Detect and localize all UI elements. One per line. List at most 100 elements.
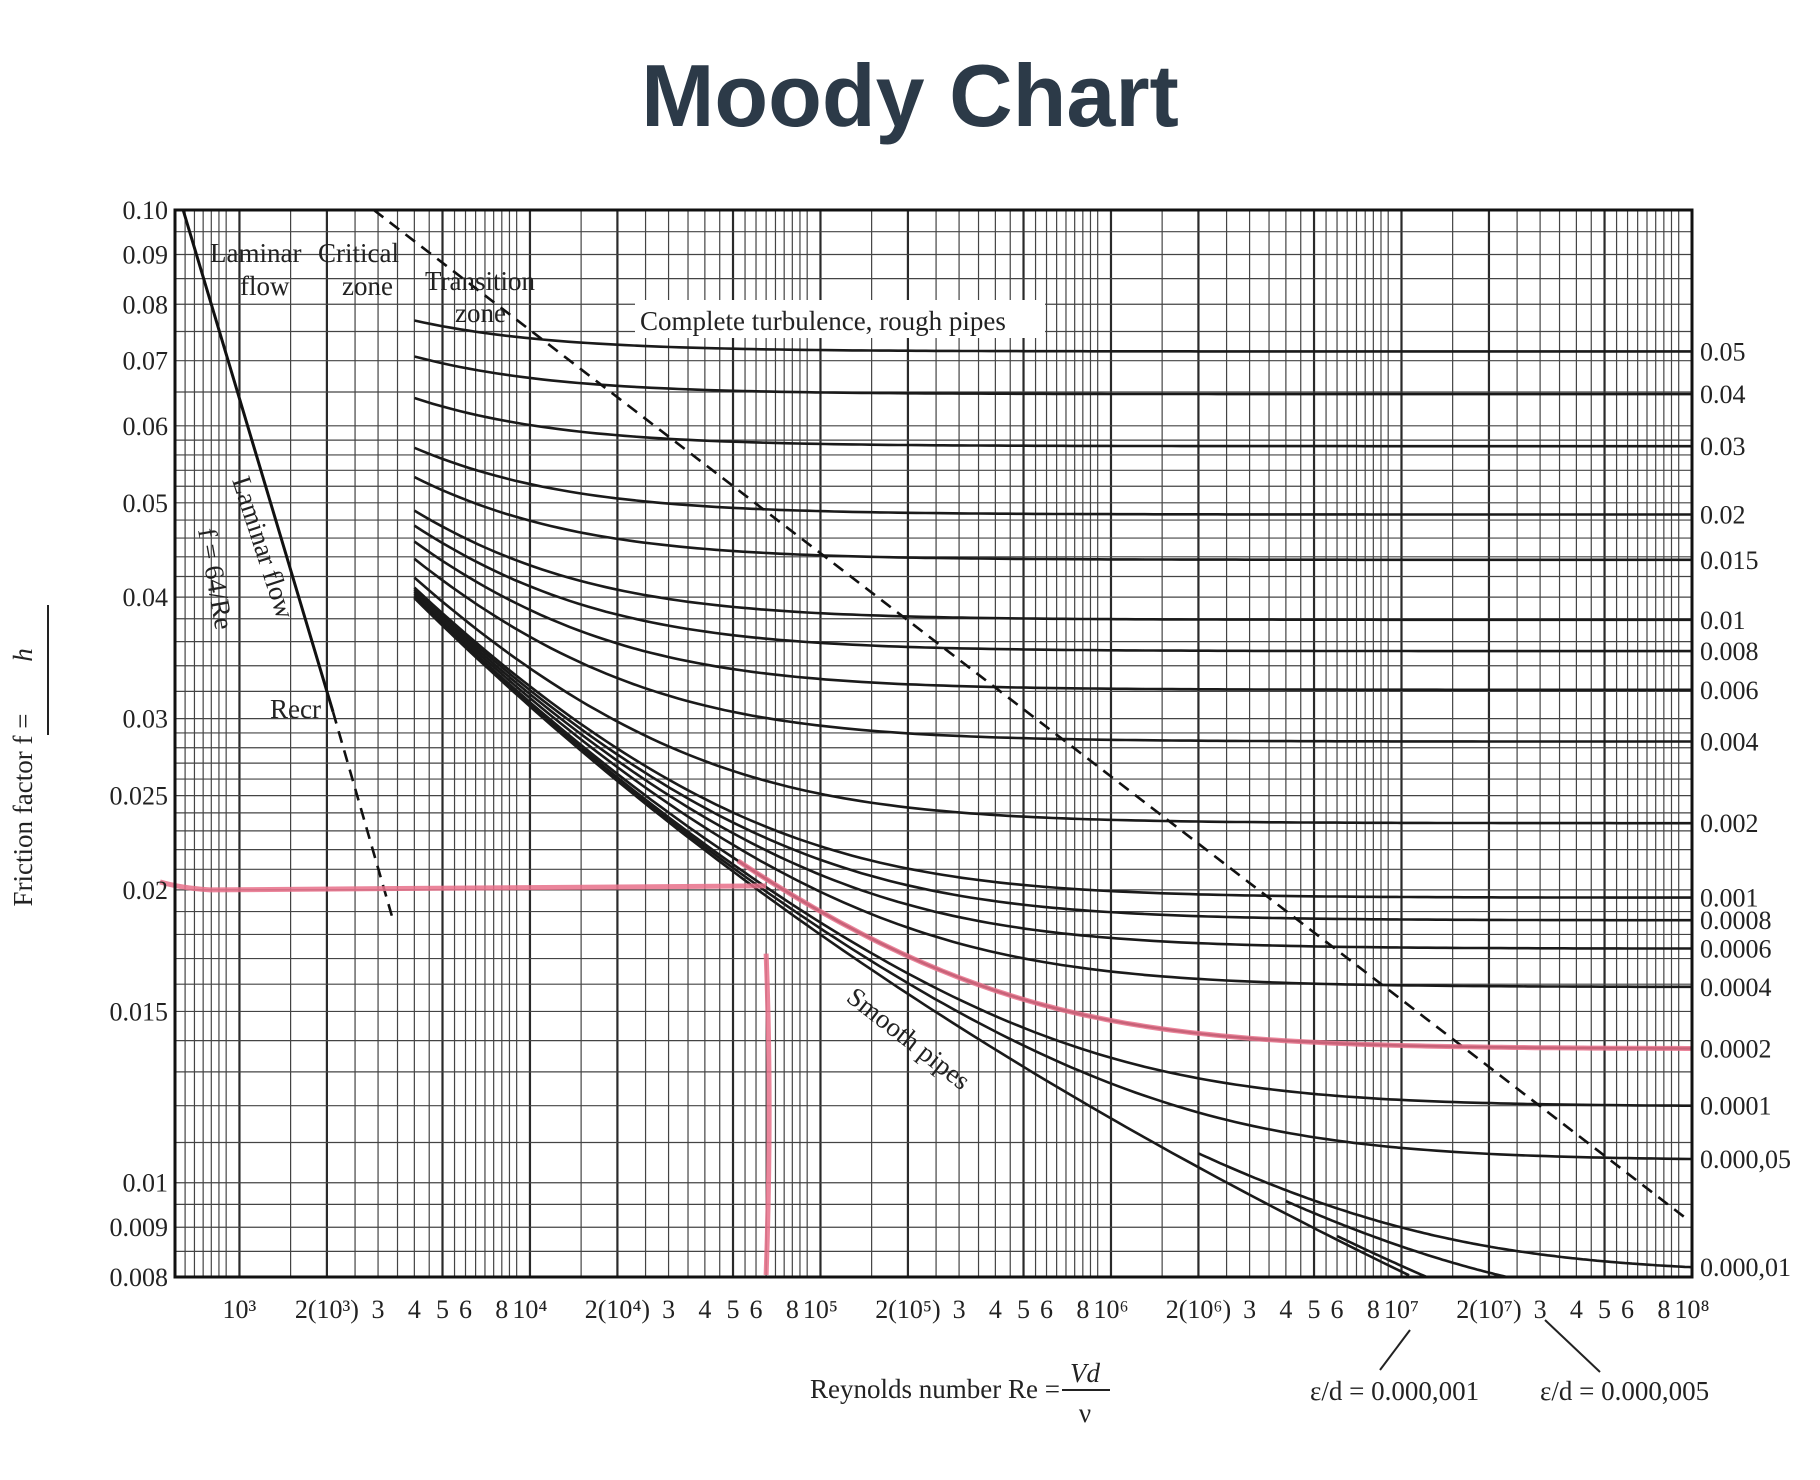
eps-001-label: ε/d = 0.000,001 xyxy=(1310,1376,1479,1406)
x-tick-label: 10⁵ xyxy=(803,1295,838,1324)
roughness-label: 0.001 xyxy=(1700,884,1759,913)
x-tick-label: 10³ xyxy=(223,1295,257,1324)
critical-zone-label: zone xyxy=(342,271,393,301)
recr-label: Recr xyxy=(270,694,321,724)
roughness-curve xyxy=(414,355,1692,396)
x-tick-label: 10⁸ xyxy=(1674,1295,1709,1324)
y-tick-label: 0.025 xyxy=(110,782,169,811)
roughness-label: 0.01 xyxy=(1700,606,1746,635)
y-tick-label: 0.03 xyxy=(123,705,169,734)
y-tick-label: 0.02 xyxy=(123,876,169,905)
roughness-label: 0.0004 xyxy=(1700,973,1772,1002)
x-tick-label: 2(10⁷) xyxy=(1456,1295,1521,1324)
roughness-curve xyxy=(1336,1234,1427,1278)
roughness-label: 0.0008 xyxy=(1700,906,1772,935)
roughness-curve xyxy=(413,524,1692,653)
x-tick-label: 5 xyxy=(1017,1295,1030,1324)
y-tick-label: 0.04 xyxy=(123,583,169,612)
x-tick-label: 2(10⁵) xyxy=(875,1295,940,1324)
y-tick-label: 0.08 xyxy=(123,290,169,319)
roughness-label: 0.015 xyxy=(1700,546,1759,575)
x-tick-label: 5 xyxy=(1598,1295,1611,1324)
x-tick-label: 5 xyxy=(1308,1295,1321,1324)
roughness-curve xyxy=(1285,1199,1507,1279)
x-tick-label: 6 xyxy=(1331,1295,1344,1324)
x-tick-label: 8 xyxy=(1367,1295,1380,1324)
x-tick-label: 4 xyxy=(1570,1295,1583,1324)
roughness-label: 0.0006 xyxy=(1700,935,1772,964)
laminar-line xyxy=(181,209,335,713)
x-tick-label: 3 xyxy=(1534,1295,1547,1324)
roughness-label: 0.000,05 xyxy=(1700,1145,1791,1174)
roughness-label: 0.000,01 xyxy=(1700,1253,1791,1282)
page-title: Moody Chart xyxy=(641,46,1179,145)
x-tick-label: 6 xyxy=(750,1295,763,1324)
roughness-curve xyxy=(413,592,1692,989)
x-tick-label: 6 xyxy=(459,1295,472,1324)
plot-area xyxy=(175,210,1692,1277)
x-tick-label: 3 xyxy=(662,1295,675,1324)
x-tick-label: 10⁷ xyxy=(1384,1295,1419,1324)
x-tick-label: 6 xyxy=(1040,1295,1053,1324)
roughness-curve xyxy=(414,396,1692,448)
x-axis-label-num: Vd xyxy=(1070,1358,1100,1388)
x-tick-label: 2(10³) xyxy=(295,1295,359,1324)
laminar-flow-label: Laminar xyxy=(210,238,301,268)
x-tick-label: 10⁶ xyxy=(1093,1295,1128,1324)
roughness-curve xyxy=(413,596,1693,1161)
x-tick-label: 2(10⁴) xyxy=(585,1295,650,1324)
roughness-label: 0.02 xyxy=(1700,500,1746,529)
roughness-label: 0.006 xyxy=(1700,676,1759,705)
x-tick-label: 6 xyxy=(1621,1295,1634,1324)
roughness-curve xyxy=(1197,1152,1693,1269)
y-axis-label-num: h xyxy=(8,648,38,662)
x-tick-label: 3 xyxy=(372,1295,385,1324)
roughness-curve xyxy=(413,596,1692,1107)
transition-zone-label: zone xyxy=(455,298,506,328)
x-tick-label: 4 xyxy=(408,1295,421,1324)
roughness-curve xyxy=(413,576,1692,825)
roughness-curve xyxy=(413,540,1692,692)
red-highlight-vertical xyxy=(763,953,772,1276)
roughness-curve xyxy=(413,588,1692,922)
roughness-curve xyxy=(414,319,1692,353)
y-axis-label: Friction factor f = xyxy=(8,714,38,907)
y-tick-label: 0.015 xyxy=(110,997,169,1026)
x-tick-label: 8 xyxy=(1076,1295,1089,1324)
roughness-curve xyxy=(413,446,1692,516)
chart-grid xyxy=(174,209,1694,1278)
x-tick-label: 4 xyxy=(989,1295,1002,1324)
roughness-label: 0.004 xyxy=(1700,728,1759,757)
roughness-curve xyxy=(413,586,1692,899)
complete-turbulence-label: Complete turbulence, rough pipes xyxy=(640,306,1006,336)
roughness-label: 0.0001 xyxy=(1700,1092,1772,1121)
x-tick-label: 8 xyxy=(1657,1295,1670,1324)
roughness-label: 0.002 xyxy=(1700,809,1759,838)
laminar-flow-label: flow xyxy=(240,271,290,301)
x-tick-label: 10⁴ xyxy=(512,1295,547,1324)
roughness-curve xyxy=(413,475,1692,562)
y-tick-label: 0.05 xyxy=(123,489,169,518)
roughness-curve xyxy=(413,590,1692,950)
x-tick-label: 3 xyxy=(953,1295,966,1324)
x-tick-label: 5 xyxy=(727,1295,740,1324)
x-tick-label: 4 xyxy=(698,1295,711,1324)
x-axis-label: Reynolds number Re = xyxy=(810,1374,1060,1404)
eps-005-pointer xyxy=(1544,1319,1601,1373)
x-tick-label: 8 xyxy=(495,1295,508,1324)
x-tick-label: 8 xyxy=(786,1295,799,1324)
turbulence-label-background xyxy=(635,300,1045,338)
chart-overlays xyxy=(159,208,1692,1276)
roughness-label: 0.04 xyxy=(1700,380,1746,409)
roughness-curves xyxy=(413,319,1693,1279)
red-highlight-curve xyxy=(736,858,1692,1051)
critical-zone-label: Critical xyxy=(318,238,399,268)
x-tick-label: 4 xyxy=(1279,1295,1292,1324)
smooth-pipe-curve xyxy=(413,597,1410,1277)
eps-005-label: ε/d = 0.000,005 xyxy=(1540,1376,1709,1406)
roughness-label: 0.03 xyxy=(1700,432,1746,461)
roughness-label: 0.05 xyxy=(1700,337,1746,366)
x-tick-label: 5 xyxy=(436,1295,449,1324)
roughness-curve xyxy=(413,509,1692,622)
